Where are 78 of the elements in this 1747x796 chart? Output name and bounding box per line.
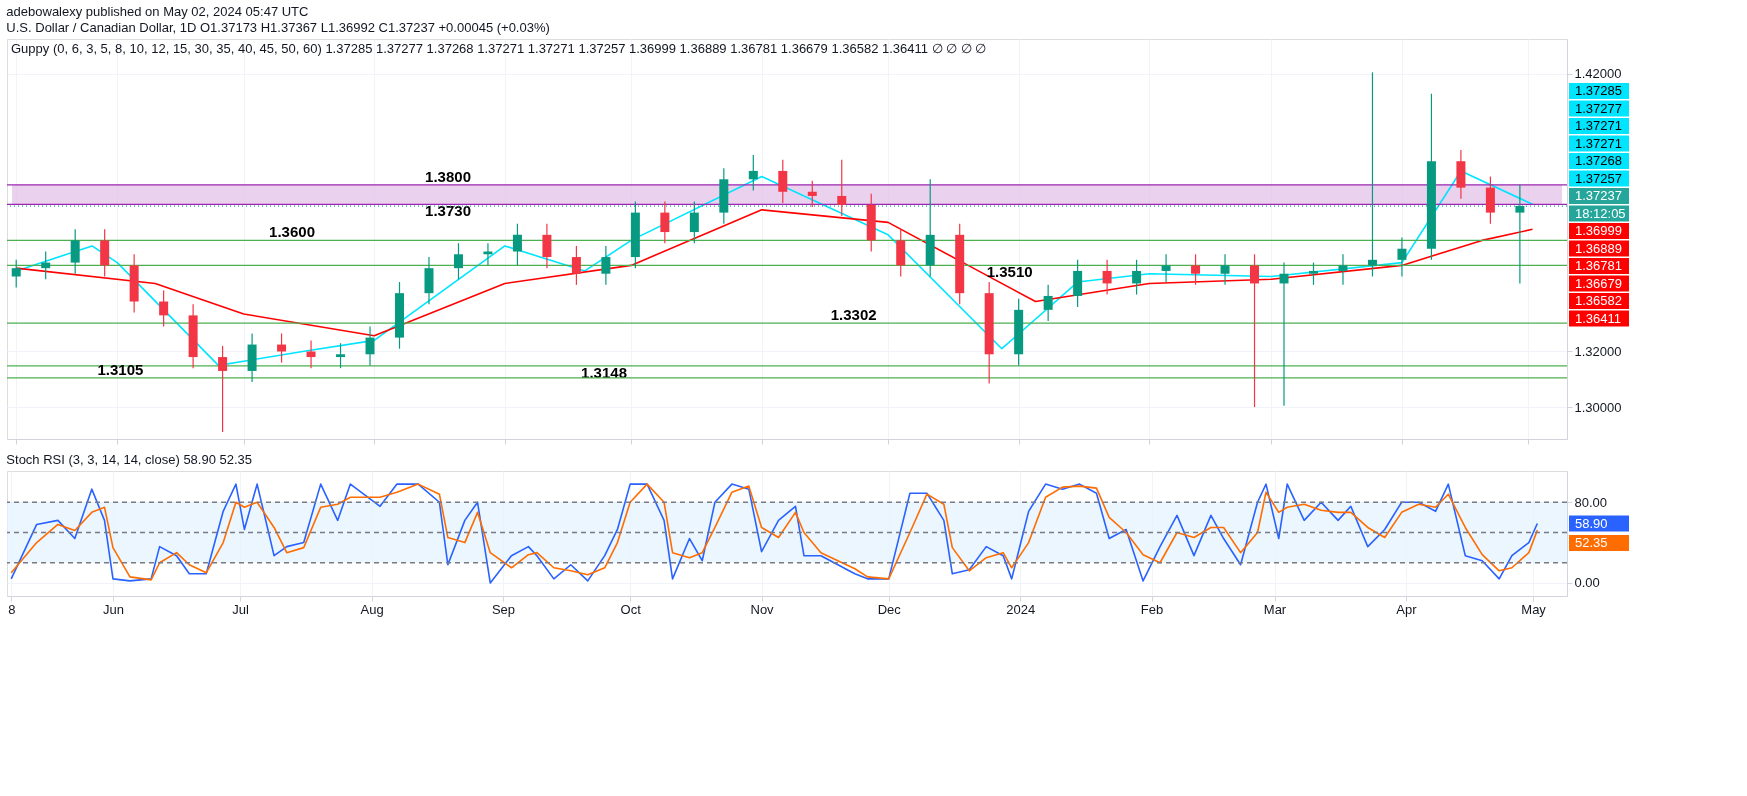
candlestick: [1161, 253, 1171, 283]
candlestick: [1102, 259, 1112, 296]
ref-line-label: 1.3510: [986, 263, 1033, 281]
text: 1.37277: [1575, 100, 1622, 116]
text: 1.36582: [1575, 293, 1622, 308]
x-tick-label: Aug: [360, 601, 384, 617]
y-tick-label: 1.32000: [1574, 344, 1622, 359]
candlestick: [571, 245, 581, 286]
text: 1.37271: [1575, 118, 1622, 133]
candlestick: [1397, 237, 1407, 278]
ref-line-label: 1.3302: [830, 306, 877, 324]
text: 1.36889: [1575, 240, 1622, 256]
y-tick-label: 0.00: [1574, 575, 1600, 591]
candlestick: [1220, 253, 1230, 286]
x-tick-label: Feb: [1140, 601, 1164, 617]
text: 1.36999: [1575, 223, 1622, 238]
candlestick: [218, 345, 228, 433]
candlestick: [277, 332, 287, 364]
candlestick: [660, 200, 670, 244]
candlestick: [837, 159, 847, 217]
text: 1.36781: [1575, 258, 1622, 273]
candlestick: [1132, 259, 1142, 296]
text: 52.35: [1575, 535, 1608, 550]
candlestick: [1515, 184, 1525, 285]
candlestick: [336, 342, 346, 369]
candlestick: [453, 242, 463, 280]
candlestick: [70, 228, 80, 275]
x-tick-label: Dec: [877, 601, 902, 617]
candlestick: [41, 250, 51, 280]
candlestick: [365, 325, 375, 366]
candlestick: [1338, 253, 1348, 286]
ref-line-label: 1.3730: [425, 202, 471, 220]
y-tick-label: 80.00: [1574, 494, 1608, 510]
chart-title: adebowalexy published on May 02, 2024 05:47 UTC: [6, 4, 309, 19]
ref-line-label: 1.3148: [581, 363, 627, 381]
x-tick-label: 8: [8, 601, 16, 617]
x-tick-label: Oct: [620, 601, 642, 617]
text: 1.36679: [1575, 275, 1622, 291]
x-tick-label: Mar: [1263, 601, 1287, 617]
candlestick: [512, 223, 522, 266]
ref-line-label: 1.3800: [425, 167, 471, 185]
text: 58.90: [1575, 515, 1608, 531]
ref-line-label: 1.3600: [269, 223, 315, 241]
candlestick: [1043, 284, 1053, 322]
x-tick-label: Jul: [232, 601, 250, 617]
candlestick: [778, 159, 788, 204]
text: 1.37285: [1575, 83, 1622, 98]
text: 1.37268: [1575, 153, 1622, 168]
candlestick: [748, 154, 758, 191]
x-tick-label: Nov: [750, 601, 775, 617]
chart-subtitle: U.S. Dollar / Canadian Dollar, 1D O1.37173 H1.37367 L1.36992 C1.37237 +0.00045 (+0.03%): [6, 20, 550, 35]
y-tick-label: 1.42000: [1574, 66, 1622, 82]
candlestick: [807, 180, 817, 208]
x-tick-label: May: [1521, 601, 1547, 617]
text: 1.36411: [1575, 310, 1622, 326]
text: 18:12:05: [1575, 205, 1626, 221]
candlestick: [1308, 262, 1318, 286]
annotation: Guppy (0, 6, 3, 5, 8, 10, 12, 15, 30, 35, 40, 45, 50, 60) 1.37285 1.37277 1.37268 1.37271 1.37271 1.37257 1.36999 1.36889 1.36781 1.36679 1.36582 1.36411 ∅ ∅ ∅ ∅: [11, 41, 987, 56]
text: 1.37271: [1575, 135, 1622, 151]
text: 1.37237: [1575, 188, 1622, 203]
candlestick: [689, 200, 699, 244]
candlestick: [1191, 253, 1201, 286]
x-tick-label: Sep: [491, 601, 516, 617]
candlestick: [542, 223, 552, 269]
y-tick-label: 1.30000: [1574, 399, 1622, 415]
candlestick: [601, 245, 611, 286]
candlestick: [1367, 71, 1377, 278]
candlestick: [1250, 253, 1260, 408]
x-tick-label: 2024: [1006, 601, 1036, 617]
candlestick: [11, 259, 21, 289]
x-tick-label: Apr: [1396, 601, 1418, 617]
x-tick-label: Jun: [102, 601, 124, 617]
candlestick: [159, 289, 169, 328]
candlestick: [306, 339, 316, 369]
ref-line-label: 1.3105: [97, 360, 144, 378]
candlestick: [1279, 262, 1289, 407]
text: 1.37257: [1575, 170, 1622, 186]
chart-title: Stoch RSI (3, 3, 14, 14, close) 58.90 52.35: [6, 452, 253, 467]
